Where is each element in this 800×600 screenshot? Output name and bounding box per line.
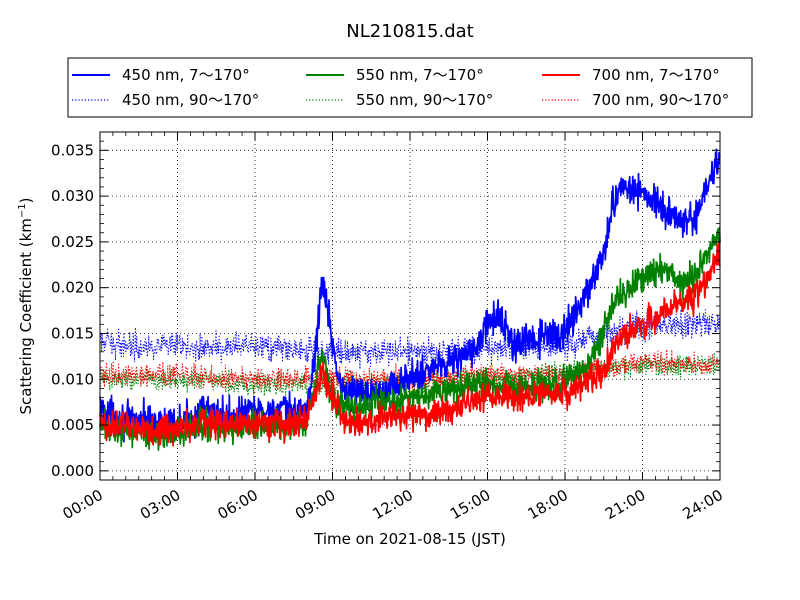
x-axis-label: Time on 2021-08-15 (JST) bbox=[313, 530, 506, 548]
series-line bbox=[99, 241, 721, 447]
y-tick-label: 0.035 bbox=[51, 141, 94, 159]
y-tick-label: 0.015 bbox=[51, 324, 94, 342]
legend-label: 550 nm, 7～170° bbox=[356, 66, 484, 84]
series-line bbox=[99, 348, 721, 393]
legend-label: 700 nm, 90～170° bbox=[592, 91, 729, 109]
y-tick-label: 0.000 bbox=[51, 462, 94, 480]
y-tick-label: 0.030 bbox=[51, 187, 94, 205]
legend-label: 450 nm, 90～170° bbox=[122, 91, 259, 109]
series-line bbox=[99, 148, 721, 443]
y-axis-label-close: ) bbox=[17, 197, 35, 203]
ticks bbox=[99, 131, 721, 481]
series-layer bbox=[99, 148, 721, 451]
series-line bbox=[99, 308, 721, 370]
legend-label: 450 nm, 7～170° bbox=[122, 66, 250, 84]
legend-label: 700 nm, 7～170° bbox=[592, 66, 720, 84]
legend-label: 550 nm, 90～170° bbox=[356, 91, 493, 109]
y-axis-label: Scattering Coefficient (km−1) bbox=[17, 197, 35, 414]
y-tick-labels: 0.000 0.005 0.010 0.015 0.020 0.025 0.030 0.035 bbox=[51, 141, 94, 480]
y-tick-label: 0.025 bbox=[51, 233, 94, 251]
y-axis-label-main: Scattering Coefficient (km bbox=[17, 218, 35, 414]
series-line bbox=[99, 226, 721, 451]
y-tick-label: 0.010 bbox=[51, 370, 94, 388]
legend-box bbox=[67, 57, 753, 118]
chart-title: NL210815.dat bbox=[346, 21, 473, 42]
y-tick-label: 0.005 bbox=[51, 416, 94, 434]
y-tick-label: 0.020 bbox=[51, 279, 94, 297]
y-axis-label-superscript: −1 bbox=[17, 203, 28, 218]
legend: 450 nm, 7～170° 450 nm, 90～170° 550 nm, 7～1… bbox=[67, 57, 753, 118]
